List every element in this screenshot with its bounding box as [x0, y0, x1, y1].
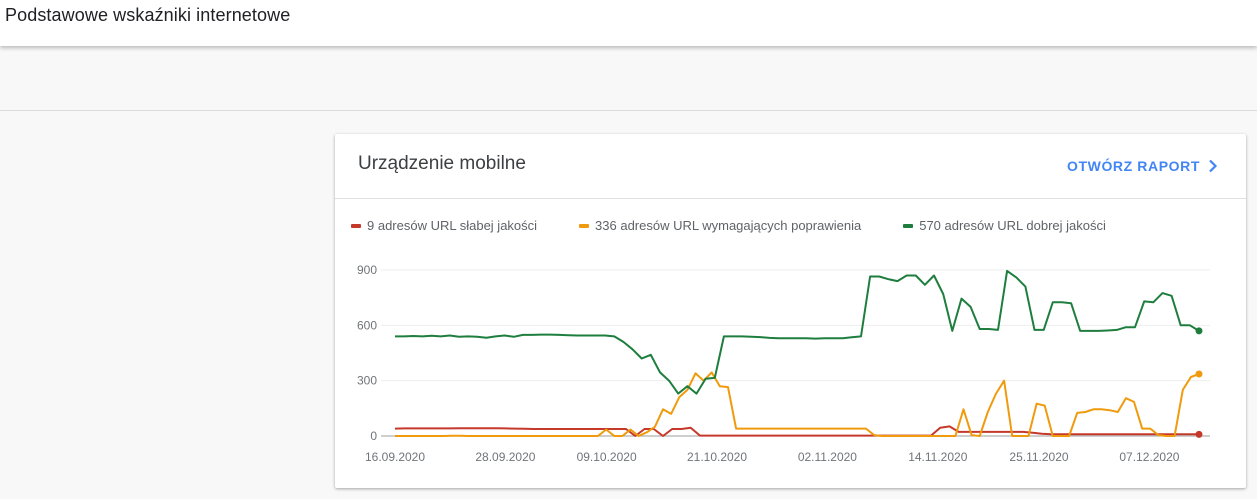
- legend-label-needs-improvement: 336 adresów URL wymagających poprawienia: [595, 218, 862, 233]
- legend-item-good[interactable]: 570 adresów URL dobrej jakości: [903, 218, 1106, 233]
- y-tick-label: 900: [357, 263, 377, 277]
- y-tick-label: 0: [370, 429, 377, 443]
- chart-legend: 9 adresów URL słabej jakości 336 adresów…: [351, 218, 1148, 233]
- card-title: Urządzenie mobilne: [358, 153, 526, 174]
- open-report-link[interactable]: OTWÓRZ RAPORT: [1067, 158, 1218, 174]
- legend-swatch-needs-improvement: [579, 223, 590, 228]
- open-report-label: OTWÓRZ RAPORT: [1066, 158, 1200, 174]
- page-title: Podstawowe wskaźniki internetowe: [5, 5, 291, 25]
- card-header: Urządzenie mobilne OTWÓRZ RAPORT: [335, 134, 1246, 199]
- top-app-bar: Podstawowe wskaźniki internetowe: [0, 0, 1257, 46]
- x-tick-label: 09.10.2020: [577, 450, 637, 464]
- x-tick-label: 25.11.2020: [1009, 450, 1068, 464]
- legend-swatch-good: [903, 223, 914, 228]
- x-tick-label: 28.09.2020: [475, 450, 535, 464]
- x-tick-label: 07.12.2020: [1119, 450, 1179, 464]
- series-endpoint-2: [1195, 327, 1203, 335]
- legend-item-poor[interactable]: 9 adresów URL słabej jakości: [351, 218, 537, 233]
- sub-header-area: [0, 46, 1257, 111]
- series-endpoint-0: [1195, 430, 1203, 438]
- legend-item-needs-improvement[interactable]: 336 adresów URL wymagających poprawienia: [579, 218, 861, 233]
- x-tick-label: 14.11.2020: [908, 450, 967, 464]
- mobile-report-card: Urządzenie mobilne OTWÓRZ RAPORT 9 adres…: [335, 134, 1246, 488]
- x-tick-label: 16.09.2020: [365, 450, 425, 464]
- line-chart: 0 300 600 900 16.09.2020 28.09.2020 09.10.2020…: [357, 263, 1210, 464]
- series-line-2: [395, 269, 1200, 395]
- chevron-right-icon: [1209, 159, 1218, 173]
- y-tick-label: 300: [357, 374, 377, 388]
- legend-label-good: 570 adresów URL dobrej jakości: [919, 218, 1106, 233]
- x-tick-label: 02.11.2020: [798, 450, 857, 464]
- series-line-1: [395, 371, 1200, 437]
- series-line-0: [394, 425, 1199, 437]
- legend-label-poor: 9 adresów URL słabej jakości: [367, 218, 538, 233]
- series-endpoint-1: [1195, 370, 1203, 378]
- legend-swatch-poor: [351, 223, 361, 228]
- y-tick-label: 600: [357, 318, 377, 332]
- x-tick-label: 21.10.2020: [687, 450, 747, 464]
